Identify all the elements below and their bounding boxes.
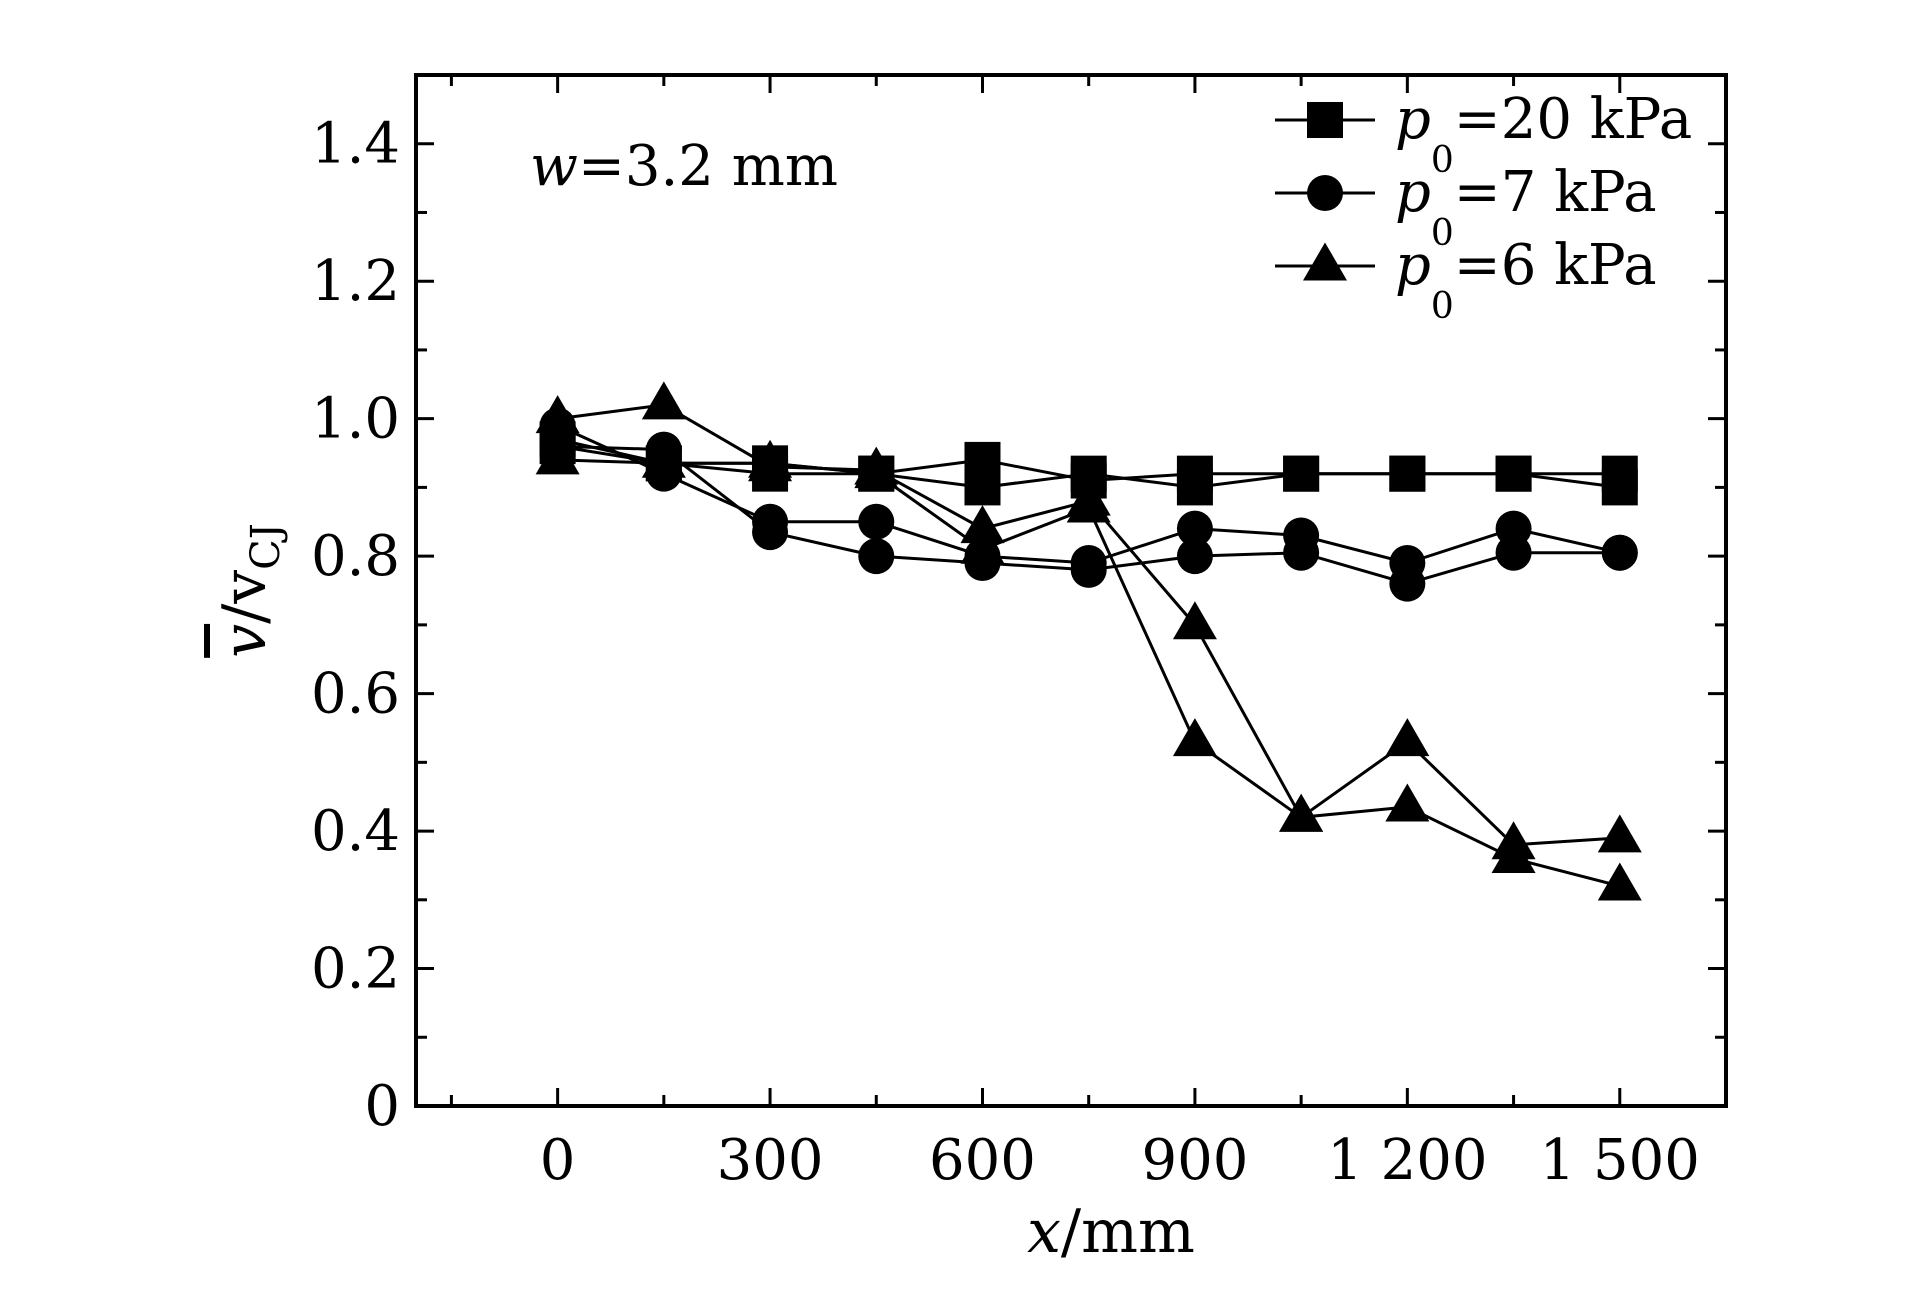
y-tick-label: 0.2 — [311, 937, 400, 1002]
data-point-square — [1283, 455, 1320, 492]
x-tick-label: 300 — [717, 1128, 824, 1193]
data-point-triangle — [1597, 862, 1642, 901]
y-tick-label: 0.4 — [311, 799, 400, 864]
x-tick-label: 900 — [1141, 1128, 1248, 1193]
data-point-triangle — [641, 381, 686, 420]
legend-item: p0=6 kPa — [1275, 233, 1657, 327]
data-point-circle — [1601, 534, 1638, 571]
x-axis-label: x/mm — [1027, 1197, 1195, 1267]
legend-marker-circle — [1307, 175, 1343, 211]
data-point-triangle — [1597, 814, 1642, 853]
data-point-square — [964, 469, 1001, 506]
legend-label: p0=6 kPa — [1395, 233, 1657, 327]
data-point-circle — [1070, 551, 1107, 588]
data-point-circle — [1283, 534, 1320, 571]
data-point-triangle — [1066, 484, 1111, 523]
data-point-square — [1495, 455, 1532, 492]
y-tick-label: 1.2 — [311, 249, 400, 314]
y-tick-label: 0.6 — [311, 662, 400, 727]
data-point-triangle — [535, 436, 580, 475]
data-point-square — [1601, 469, 1638, 506]
data-point-triangle — [641, 439, 686, 478]
data-point-triangle — [535, 395, 580, 434]
data-point-circle — [1176, 510, 1213, 547]
axis-ticks — [416, 75, 1728, 1108]
data-point-triangle — [748, 439, 793, 478]
legend-item: p0=7 kPa — [1275, 160, 1657, 254]
data-point-circle — [1176, 538, 1213, 575]
data-point-triangle — [854, 450, 899, 489]
plot-frame-rect — [414, 73, 1728, 1108]
width-annotation: w=3.2 mm — [530, 134, 838, 199]
legend-marker-triangle — [1303, 242, 1347, 281]
series-layer — [535, 381, 1642, 901]
series-triangle — [535, 381, 1642, 901]
data-point-triangle — [1172, 601, 1217, 640]
annotation: w=3.2 mm — [530, 134, 838, 199]
data-point-triangle — [1172, 718, 1217, 757]
data-point-circle — [1495, 534, 1532, 571]
data-point-square — [1176, 469, 1213, 506]
y-tick-label: 0 — [364, 1074, 400, 1139]
data-point-circle — [858, 503, 895, 540]
legend-marker-square — [1307, 102, 1343, 138]
x-tick-label: 1 500 — [1540, 1128, 1700, 1193]
x-tick-label: 600 — [929, 1128, 1036, 1193]
data-point-circle — [858, 538, 895, 575]
legend-label: p0=7 kPa — [1395, 160, 1657, 254]
y-tick-label: 1.4 — [311, 112, 400, 177]
legend-item: p0=20 kPa — [1275, 87, 1692, 181]
data-point-triangle — [1385, 718, 1430, 757]
x-tick-label: 0 — [540, 1128, 576, 1193]
y-axis-label-text: v/vCJ — [210, 523, 289, 658]
legend-label: p0=20 kPa — [1395, 87, 1692, 181]
data-point-triangle — [1385, 783, 1430, 822]
y-tick-label: 1.0 — [311, 387, 400, 452]
data-point-triangle — [1279, 793, 1324, 832]
axis-labels: 0 300 600 900 1 200 1 500 0 0.2 0.4 0.6 0.8 1.0 1.2 1… — [210, 112, 1700, 1267]
data-point-circle — [1389, 565, 1426, 602]
y-tick-label: 0.8 — [311, 524, 400, 589]
x-tick-label: 1 200 — [1327, 1128, 1487, 1193]
plot-frame — [414, 73, 1728, 1108]
data-point-triangle — [960, 505, 1005, 544]
data-point-circle — [752, 514, 789, 551]
data-point-triangle — [960, 525, 1005, 564]
data-point-square — [1389, 455, 1426, 492]
data-point-triangle — [1491, 835, 1536, 873]
y-axis-label: v/vCJ — [210, 523, 289, 658]
